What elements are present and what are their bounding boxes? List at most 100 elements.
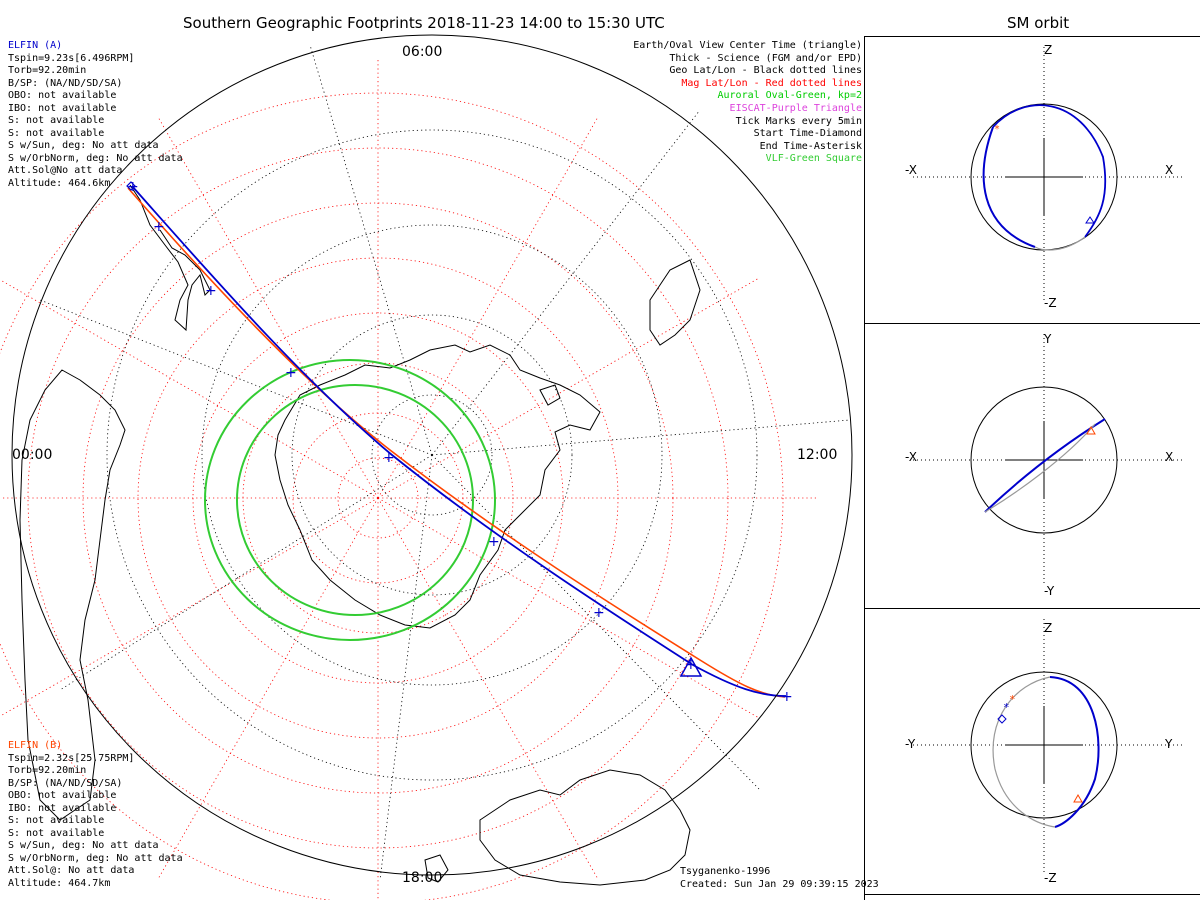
axis-xz-hpos: X xyxy=(1165,163,1174,177)
probe-b-line: Tspin=2.32s[25.75RPM] xyxy=(8,752,135,764)
mag-lon-line xyxy=(157,497,379,880)
axis-xz-hneg: -X xyxy=(905,163,917,177)
probe-a-line: Torb=92.20min xyxy=(8,65,87,76)
legend: Earth/Oval View Center Time (triangle) Th… xyxy=(633,40,862,166)
tick-mark: + xyxy=(285,365,297,381)
probe-b-line: S: not available xyxy=(8,827,105,839)
probe-a-line: Att.Sol@No att data xyxy=(8,165,123,176)
legend-entry: Auroral Oval-Green, kp=2 xyxy=(717,90,863,102)
tick-mark: + xyxy=(593,605,605,621)
orbit-panel-xz: * -X X Z -Z xyxy=(865,37,1200,323)
probe-a-lines: Tspin=9.23s[6.496RPM] Torb=92.20min B/SP: … xyxy=(8,53,183,191)
probe-b-lines: Tspin=2.32s[25.75RPM] Torb=92.20min B/SP: … xyxy=(8,753,183,891)
orbit-panel-yz-svg: * * xyxy=(913,619,1185,874)
time-label-top: 06:00 xyxy=(402,44,443,60)
axis-xy-vpos: Y xyxy=(1044,332,1052,346)
tick-mark: + xyxy=(127,179,139,195)
geo-grid xyxy=(39,44,851,881)
oval-inner xyxy=(236,384,474,616)
mag-lat-circle xyxy=(27,147,729,849)
probe-b-name: ELFIN (B) xyxy=(8,740,63,751)
plot-title: Southern Geographic Footprints 2018-11-2… xyxy=(183,14,665,32)
mag-lon-line xyxy=(377,497,599,880)
polar-map: + + + + + + + + + xyxy=(0,34,853,900)
probe-a-line: IBO: not available xyxy=(8,102,117,114)
panel-divider-2 xyxy=(864,608,1200,609)
new-zealand-coastline xyxy=(649,259,701,346)
orbit-panel-yz: * * -Y Y Z -Z xyxy=(865,609,1200,894)
footer: Tsyganenko-1996 Created: Sun Jan 29 09:3… xyxy=(680,866,879,891)
axis-xz-vpos: Z xyxy=(1044,43,1053,57)
created-label: Created: Sun Jan 29 09:39:15 2023 xyxy=(680,878,879,890)
africa-coastline xyxy=(19,369,126,821)
mag-lon-line xyxy=(0,497,379,717)
marker-b-asterisk-yz: * xyxy=(1009,693,1016,706)
map-boundary xyxy=(11,34,853,876)
oval-outer xyxy=(204,359,496,641)
axis-yz-hpos: Y xyxy=(1165,737,1173,751)
probe-a-line: B/SP: (NA/ND/SD/SA) xyxy=(8,77,123,89)
probe-b-line: Altitude: 464.7km xyxy=(8,877,111,889)
marker-b-asterisk: * xyxy=(994,124,1000,135)
mag-lon-line xyxy=(157,116,379,499)
axis-yz-vpos: Z xyxy=(1044,621,1053,635)
mag-lat-circle xyxy=(337,457,419,539)
probe-a-line: S w/OrbNorm, deg: No att data xyxy=(8,152,183,164)
mag-lon-line xyxy=(377,116,599,499)
legend-entry: End Time-Asterisk xyxy=(759,140,862,152)
probe-b-line: S w/OrbNorm, deg: No att data xyxy=(8,852,183,864)
probe-a-line: Tspin=9.23s[6.496RPM] xyxy=(8,52,135,64)
island-small xyxy=(539,384,561,406)
probe-a-info: ELFIN (A) Tspin=9.23s[6.496RPM] Torb=92.2… xyxy=(8,40,183,190)
mag-lat-circle xyxy=(0,92,784,900)
auroral-ovals xyxy=(204,359,496,641)
track-ticks: + + + + + + + + + xyxy=(127,179,793,705)
time-label-right: 12:00 xyxy=(797,447,838,463)
coastlines xyxy=(19,184,701,886)
start-diamond xyxy=(126,181,136,191)
axis-xy-vneg: -Y xyxy=(1044,584,1055,598)
axis-xz-vneg: -Z xyxy=(1044,296,1057,310)
tick-mark: + xyxy=(205,283,217,299)
antarctica-coastline xyxy=(274,344,601,629)
probe-b-line: Torb=92.20min xyxy=(8,765,87,776)
legend-entry: Earth/Oval View Center Time (triangle) xyxy=(633,40,862,51)
axis-yz-vneg: -Z xyxy=(1044,871,1057,885)
orbit-title: SM orbit xyxy=(1007,14,1070,32)
probe-a-line: OBO: not available xyxy=(8,90,117,101)
legend-entry: Thick - Science (FGM and/or EPD) xyxy=(669,52,862,64)
tick-mark: + xyxy=(383,450,395,466)
probe-b-line: IBO: not available xyxy=(8,802,117,814)
mag-lon-line xyxy=(0,279,379,499)
track-elfin-a xyxy=(131,185,787,697)
track-elfin-b xyxy=(127,187,786,698)
panel-divider-bottom xyxy=(864,894,1200,895)
tick-mark: + xyxy=(781,689,793,705)
probe-a-line: S: not available xyxy=(8,127,105,139)
tick-mark: + xyxy=(153,219,165,235)
probe-b-line: S w/Sun, deg: No att data xyxy=(8,840,159,851)
axis-yz-hneg: -Y xyxy=(905,737,916,751)
legend-entry: Start Time-Diamond xyxy=(753,128,862,140)
probe-a-name: ELFIN (A) xyxy=(8,40,63,51)
australia-coastline xyxy=(479,769,691,886)
tick-mark: + xyxy=(488,534,500,550)
axis-xy-hneg: -X xyxy=(905,450,917,464)
legend-entry: Mag Lat/Lon - Red dotted lines xyxy=(681,77,862,89)
probe-b-line: S: not available xyxy=(8,815,105,826)
probe-b-line: B/SP: (NA/ND/SD/SA) xyxy=(8,777,123,789)
orbit-panel-xy-svg xyxy=(913,334,1185,586)
legend-entry: Tick Marks every 5min xyxy=(735,115,862,127)
tick-mark: + xyxy=(685,657,697,673)
probe-a-line: S w/Sun, deg: No att data xyxy=(8,140,159,151)
mag-lon-line xyxy=(377,277,760,499)
panel-divider-top xyxy=(864,36,1200,37)
time-label-bottom: 18:00 xyxy=(402,870,443,886)
probe-b-line: OBO: not available xyxy=(8,790,117,801)
frame-divider-vertical xyxy=(864,36,865,900)
mag-grid xyxy=(0,58,818,900)
legend-entry: VLF-Green Square xyxy=(765,153,862,165)
orbit-panel-xy: -X X Y -Y xyxy=(865,324,1200,608)
time-label-left: 00:00 xyxy=(12,447,53,463)
legend-entry: Geo Lat/Lon - Black dotted lines xyxy=(669,65,862,77)
